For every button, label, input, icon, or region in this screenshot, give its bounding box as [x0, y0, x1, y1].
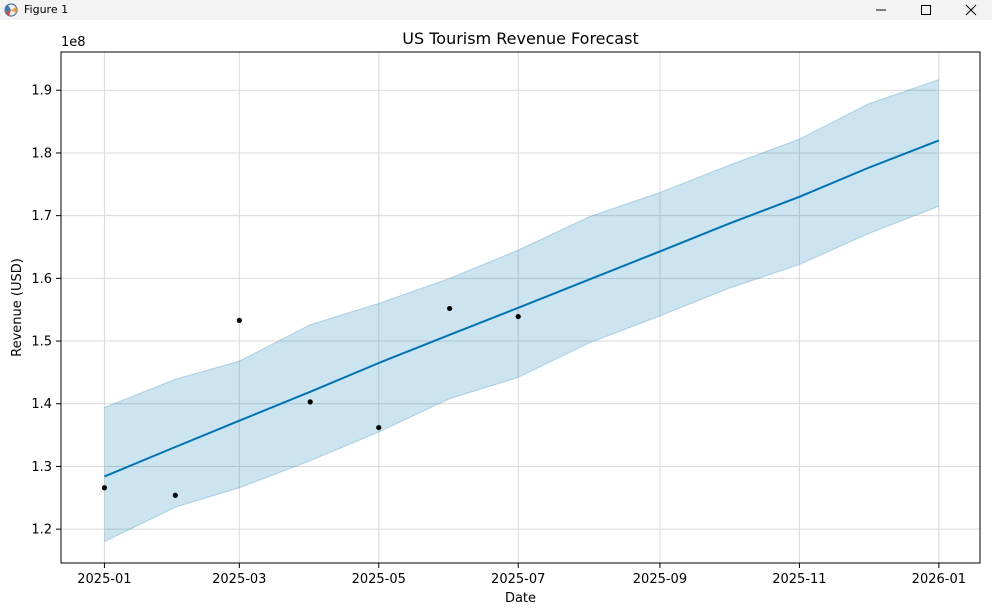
- y-tick-label: 1.9: [31, 84, 52, 99]
- confidence-band: [104, 79, 939, 542]
- chart-title: US Tourism Revenue Forecast: [402, 29, 638, 48]
- x-tick-label: 2026-01: [912, 572, 966, 587]
- y-axis-offset-label: 1e8: [61, 35, 86, 50]
- x-tick-label: 2025-05: [352, 572, 406, 587]
- confidence-band-upper-edge: [104, 79, 940, 408]
- confidence-band-lower-edge: [104, 205, 940, 543]
- forecast-chart: 2025-01 2025-03 2025-05 2025-07 2025-09 2025-…: [10, 29, 981, 606]
- x-tick-label: 2025-07: [491, 572, 545, 587]
- minimize-button[interactable]: [858, 0, 904, 20]
- y-axis-label: Revenue (USD): [10, 258, 25, 357]
- close-icon: [965, 4, 977, 16]
- maximize-icon: [921, 5, 931, 15]
- forecast-line: [104, 139, 940, 478]
- observed-point: [515, 313, 521, 320]
- observed-point: [101, 485, 108, 491]
- x-tick-label: 2025-01: [77, 572, 131, 587]
- y-tick-label: 1.3: [31, 460, 52, 475]
- matplotlib-icon[interactable]: [3, 2, 19, 18]
- y-tick-label: 1.8: [31, 146, 52, 161]
- y-tick-label: 1.5: [31, 335, 52, 350]
- x-tick-label: 2025-09: [633, 572, 687, 587]
- x-tick-label: 2025-03: [212, 572, 266, 587]
- observed-point: [307, 399, 313, 405]
- figure-canvas: 2025-01 2025-03 2025-05 2025-07 2025-09 2025-…: [0, 20, 992, 615]
- window-titlebar: Figure 1: [0, 0, 992, 20]
- x-axis-label: Date: [505, 591, 536, 606]
- observed-point: [447, 305, 453, 312]
- observed-point: [172, 492, 178, 498]
- close-button[interactable]: [948, 0, 992, 20]
- y-tick-label: 1.7: [31, 209, 52, 224]
- window-title: Figure 1: [24, 3, 69, 16]
- axes-frame: [60, 51, 981, 564]
- minimize-icon: [876, 9, 886, 11]
- y-tick-label: 1.2: [31, 523, 52, 538]
- maximize-button[interactable]: [903, 0, 949, 20]
- observed-point: [376, 424, 382, 431]
- y-tick-label: 1.6: [31, 272, 52, 287]
- x-tick-label: 2025-11: [772, 572, 826, 587]
- grid-lines: [61, 52, 980, 563]
- observed-point: [236, 317, 242, 323]
- axis-ticks: 2025-01 2025-03 2025-05 2025-07 2025-09 2025-…: [31, 84, 966, 587]
- y-tick-label: 1.4: [31, 397, 52, 412]
- observed-points: [101, 305, 521, 498]
